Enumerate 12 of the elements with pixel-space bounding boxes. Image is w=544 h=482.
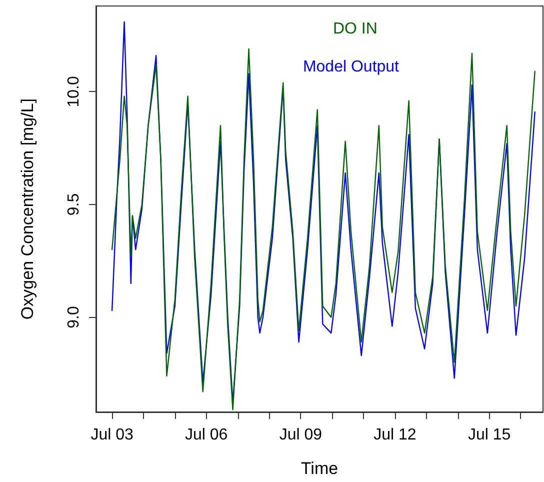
x-tick-label: Jul 03 — [90, 426, 134, 444]
x-tick-label: Jul 06 — [185, 426, 228, 444]
series-label: Model Output — [302, 58, 400, 76]
x-tick-label: Jul 12 — [374, 426, 416, 444]
y-tick-label: 9.5 — [66, 193, 82, 216]
x-tick-label: Jul 15 — [468, 426, 511, 444]
y-axis-title: Oxygen Concentration [mg/L] — [18, 98, 37, 320]
x-axis-title: Time — [300, 459, 338, 478]
text: DO IN — [332, 20, 378, 38]
y-tick-label: 10.0 — [66, 76, 82, 108]
y-tick-label: 9.0 — [66, 306, 82, 328]
x-tick-label: Jul 09 — [279, 426, 322, 444]
